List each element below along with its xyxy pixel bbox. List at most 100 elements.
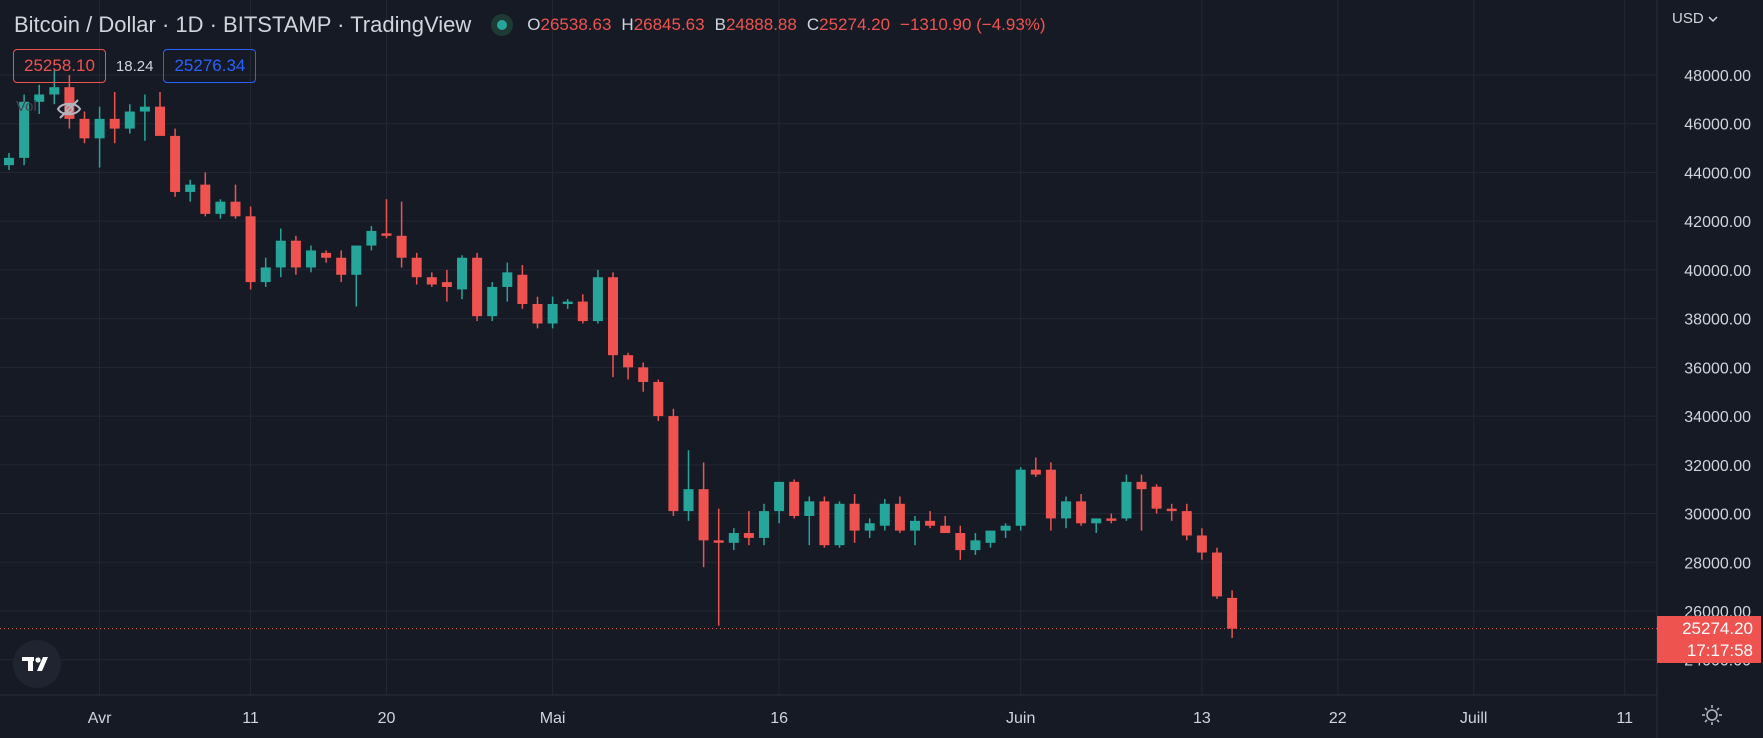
candle[interactable] — [638, 362, 649, 392]
candle-body — [910, 520, 920, 531]
candle[interactable] — [1015, 467, 1026, 531]
settings-gear-icon[interactable] — [1700, 703, 1724, 727]
buy-button[interactable]: 25276.34 — [163, 49, 257, 83]
candle[interactable] — [502, 262, 513, 302]
candle[interactable] — [940, 515, 951, 534]
candle[interactable] — [79, 111, 90, 144]
candle[interactable] — [34, 84, 45, 114]
candle[interactable] — [819, 496, 830, 548]
candle[interactable] — [260, 257, 271, 287]
candle[interactable] — [910, 515, 920, 546]
candle[interactable] — [743, 511, 754, 546]
candle[interactable] — [170, 128, 181, 197]
currency-selector[interactable]: USD — [1672, 10, 1718, 27]
candle[interactable] — [94, 106, 105, 168]
candle[interactable] — [290, 235, 301, 275]
candle[interactable] — [955, 525, 966, 560]
candle[interactable] — [668, 408, 679, 516]
candle[interactable] — [759, 503, 769, 546]
candle[interactable] — [336, 250, 347, 283]
candle[interactable] — [1136, 474, 1147, 531]
candle[interactable] — [879, 498, 890, 531]
candle[interactable] — [185, 179, 196, 202]
candle[interactable] — [683, 450, 694, 521]
candle[interactable] — [1212, 547, 1222, 599]
candle[interactable] — [1091, 518, 1102, 534]
candle[interactable] — [411, 252, 422, 285]
candle[interactable] — [1166, 503, 1177, 521]
candle[interactable] — [49, 70, 60, 105]
candle[interactable] — [1181, 503, 1192, 541]
candle[interactable] — [517, 265, 528, 309]
candle[interactable] — [623, 352, 634, 380]
candle[interactable] — [457, 255, 467, 300]
candle[interactable] — [1030, 457, 1041, 477]
candle[interactable] — [306, 245, 316, 273]
sell-button[interactable]: 25258.10 — [13, 49, 106, 83]
candle[interactable] — [849, 494, 860, 543]
candle[interactable] — [562, 299, 573, 309]
candle[interactable] — [155, 92, 165, 136]
candle[interactable] — [396, 201, 407, 268]
candle[interactable] — [1061, 496, 1071, 529]
candle[interactable] — [653, 379, 664, 421]
candle-body — [1061, 501, 1071, 519]
candle[interactable] — [1151, 484, 1162, 514]
candle-body — [849, 503, 860, 531]
candle[interactable] — [351, 245, 362, 307]
candle[interactable] — [321, 250, 332, 263]
candle[interactable] — [487, 282, 498, 322]
candle[interactable] — [441, 269, 452, 302]
candle[interactable] — [1121, 474, 1132, 521]
candle[interactable] — [230, 184, 241, 219]
candle[interactable] — [1045, 462, 1056, 531]
candle[interactable] — [789, 479, 800, 519]
candle-body — [351, 245, 362, 275]
candle[interactable] — [200, 172, 211, 217]
candle[interactable] — [1106, 513, 1117, 524]
candle[interactable] — [864, 518, 875, 538]
candle[interactable] — [592, 269, 603, 324]
candle[interactable] — [728, 528, 739, 551]
candle[interactable] — [804, 496, 815, 546]
candle-body — [1151, 486, 1162, 509]
candle[interactable] — [19, 94, 30, 166]
candle[interactable] — [894, 496, 905, 534]
y-tick-label: 32000.00 — [1684, 458, 1751, 475]
candle[interactable] — [109, 92, 120, 144]
candle[interactable] — [925, 511, 936, 529]
tradingview-logo-icon[interactable] — [13, 640, 61, 688]
symbol-title[interactable]: Bitcoin / Dollar · 1D · BITSTAMP · Tradi… — [14, 12, 472, 37]
candle[interactable] — [4, 152, 14, 171]
candle[interactable] — [608, 272, 618, 378]
candle[interactable] — [139, 94, 150, 141]
candle[interactable] — [275, 228, 286, 278]
candle[interactable] — [970, 533, 981, 555]
candle[interactable] — [381, 199, 392, 239]
candle[interactable] — [774, 481, 785, 524]
y-tick-label: 34000.00 — [1684, 409, 1751, 426]
candle-body — [728, 533, 739, 543]
candle[interactable] — [426, 272, 437, 287]
candle[interactable] — [1000, 523, 1011, 538]
candle[interactable] — [577, 294, 588, 324]
candle[interactable] — [985, 530, 996, 548]
candle[interactable] — [124, 104, 135, 134]
candle[interactable] — [1196, 528, 1207, 560]
y-tick-label: 40000.00 — [1684, 263, 1751, 280]
market-status-icon[interactable] — [491, 14, 514, 36]
candle[interactable] — [698, 462, 709, 568]
candle[interactable] — [834, 501, 845, 548]
eye-crossed-icon[interactable] — [55, 97, 83, 121]
candle[interactable] — [215, 199, 226, 219]
candle[interactable] — [1227, 590, 1238, 639]
candle[interactable] — [547, 296, 558, 329]
candle[interactable] — [245, 206, 256, 290]
close-value: 25274.20 — [819, 15, 891, 34]
candle[interactable] — [713, 508, 724, 626]
candle[interactable] — [532, 296, 543, 329]
candle[interactable] — [366, 226, 377, 251]
candle[interactable] — [1076, 494, 1087, 526]
candle[interactable] — [472, 252, 483, 322]
